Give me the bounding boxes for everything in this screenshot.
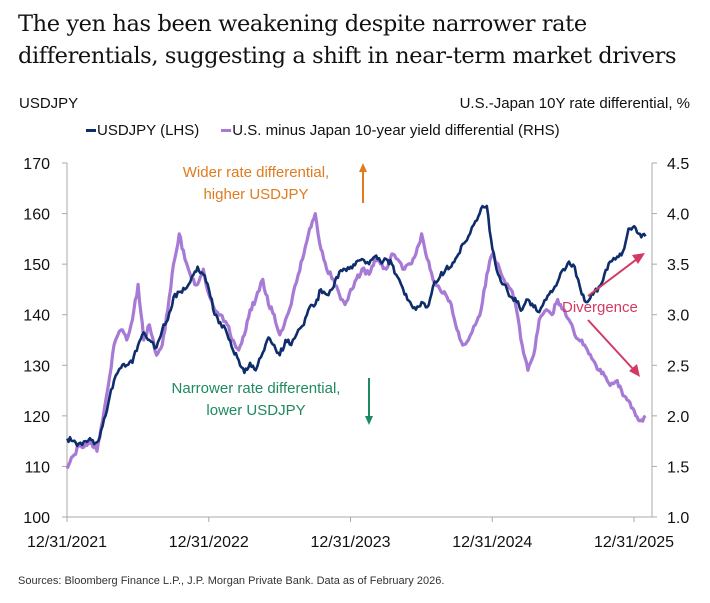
right-tick-label: 3.0: [667, 308, 689, 325]
legend-label-differential: U.S. minus Japan 10-year yield different…: [232, 122, 560, 139]
axes: 100 110 120 130 140 150 160 170 1.0 1.5 2.0 2.5 3.0 3…: [23, 156, 689, 551]
legend-swatch-usdjpy: [86, 129, 96, 132]
right-tick-label: 4.0: [667, 207, 689, 224]
legend-label-usdjpy: USDJPY (LHS): [97, 122, 200, 139]
right-tick-label: 4.5: [667, 156, 689, 173]
annotation-divergence-down-arrow-icon: [587, 319, 640, 377]
source-note: Sources: Bloomberg Finance L.P., J.P. Mo…: [18, 575, 445, 587]
left-tick-label: 150: [23, 257, 50, 274]
x-tick-label: 12/31/2024: [452, 534, 532, 551]
right-tick-label: 1.0: [667, 510, 689, 527]
series-line-differential: [65, 212, 647, 470]
annotations: Wider rate differential, higher USDJPY N…: [172, 163, 645, 425]
annotation-wider-arrow-icon: [359, 163, 367, 203]
legend-item-differential: U.S. minus Japan 10-year yield different…: [221, 122, 560, 139]
annotation-divergence-up-arrow-icon: [587, 253, 645, 297]
legend: USDJPY (LHS) U.S. minus Japan 10-year yi…: [86, 122, 560, 139]
annotation-narrower-line-2: lower USDJPY: [206, 402, 305, 419]
left-tick-label: 130: [23, 358, 50, 375]
left-tick-label: 160: [23, 207, 50, 224]
x-tick-label: 12/31/2025: [594, 534, 674, 551]
annotation-wider-line-2: higher USDJPY: [203, 186, 308, 203]
left-tick-label: 120: [23, 409, 50, 426]
legend-swatch-differential: [221, 129, 232, 132]
right-tick-label: 1.5: [667, 459, 689, 476]
right-axis-title: U.S.-Japan 10Y rate differential, %: [459, 95, 690, 112]
left-tick-label: 170: [23, 156, 50, 173]
x-tick-label: 12/31/2023: [310, 534, 390, 551]
right-tick-label: 3.5: [667, 257, 689, 274]
left-axis-title: USDJPY: [19, 95, 79, 112]
right-tick-label: 2.0: [667, 409, 689, 426]
x-tick-label: 12/31/2021: [27, 534, 107, 551]
x-tick-label: 12/31/2022: [169, 534, 249, 551]
series-layer: [65, 204, 647, 470]
annotation-wider-line-1: Wider rate differential,: [183, 164, 329, 181]
left-tick-label: 140: [23, 308, 50, 325]
left-tick-label: 110: [24, 459, 50, 476]
annotation-narrower-line-1: Narrower rate differential,: [172, 380, 341, 397]
chart-title: The yen has been weakening despite narro…: [18, 11, 677, 69]
series-line-usdjpy: [66, 204, 647, 448]
annotation-narrower-arrow-icon: [365, 378, 373, 425]
right-tick-label: 2.5: [667, 358, 689, 375]
left-tick-label: 100: [23, 510, 50, 527]
legend-item-usdjpy: USDJPY (LHS): [86, 122, 199, 139]
annotation-divergence-label: Divergence: [562, 299, 638, 316]
